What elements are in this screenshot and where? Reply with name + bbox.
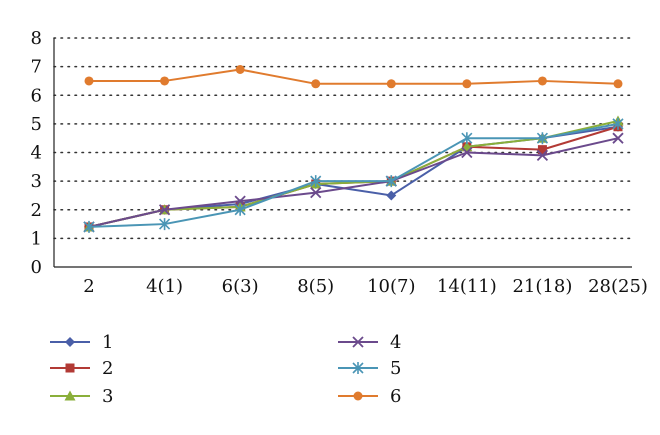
data-point: [310, 186, 322, 199]
data-point: [612, 117, 624, 130]
x-tick-label: 4(1): [146, 276, 183, 297]
x-tick-label: 21(18): [512, 276, 572, 297]
x-tick-label: 28(25): [588, 276, 648, 297]
legend-label: 3: [102, 386, 113, 407]
x-tick-label: 8(5): [297, 276, 334, 297]
series-6: [84, 64, 623, 89]
series-5: [83, 117, 624, 233]
legend-label: 5: [390, 358, 401, 379]
legend-label: 1: [102, 332, 113, 353]
x-tick-labels: 2 4(1) 6(3) 8(5) 10(7) 14(11) 21(18) 28(25): [83, 276, 648, 297]
y-tick-label: 3: [31, 171, 42, 192]
y-tick-label: 0: [31, 257, 42, 278]
data-point: [235, 64, 245, 74]
legend-marker: [352, 362, 364, 374]
data-point: [386, 79, 396, 89]
legend-item: 2: [50, 358, 113, 379]
y-tick-labels: 0 1 2 3 4 5 6 7 8: [31, 28, 42, 278]
data-point: [311, 79, 321, 89]
y-tick-label: 2: [31, 200, 42, 221]
legend-label: 6: [390, 386, 401, 407]
data-point: [461, 146, 473, 159]
data-point: [385, 175, 397, 188]
y-tick-label: 1: [31, 228, 42, 249]
y-tick-label: 8: [31, 28, 42, 49]
data-point: [310, 175, 322, 188]
legend-marker: [352, 336, 364, 348]
x-tick-label: 2: [83, 276, 94, 297]
data-point: [84, 76, 94, 86]
data-point: [160, 76, 170, 86]
x-tick-label: 6(3): [222, 276, 259, 297]
legend-label: 4: [390, 332, 401, 353]
series-group: [83, 64, 624, 233]
legend-item: 5: [338, 358, 401, 379]
data-point: [386, 190, 397, 201]
data-point: [612, 132, 624, 144]
legend-marker: [353, 391, 363, 401]
data-point: [537, 76, 547, 86]
data-point: [83, 220, 95, 233]
data-point: [234, 195, 246, 207]
y-tick-label: 4: [31, 143, 42, 164]
data-point: [158, 204, 171, 216]
y-tick-label: 6: [31, 85, 42, 106]
data-point: [613, 79, 623, 89]
legend-marker: [65, 337, 75, 347]
legend-item: 6: [338, 386, 401, 407]
x-tick-label: 10(7): [367, 276, 415, 297]
legend-item: 3: [50, 386, 113, 407]
legend-item: 4: [338, 332, 401, 353]
legend-marker: [65, 363, 75, 373]
legend: 1 2 3 4 5 6: [50, 332, 401, 407]
x-tick-label: 14(11): [437, 276, 497, 297]
data-point: [462, 79, 472, 89]
data-point: [461, 132, 473, 145]
data-point: [536, 132, 548, 145]
data-point: [537, 145, 547, 155]
y-tick-label: 5: [31, 114, 42, 135]
series-line: [88, 137, 619, 228]
data-point: [159, 218, 171, 231]
series-line: [89, 68, 619, 85]
legend-marker: [64, 390, 76, 401]
series-line: [88, 122, 619, 228]
y-tick-label: 7: [31, 57, 42, 78]
legend-label: 2: [102, 358, 113, 379]
legend-item: 1: [50, 332, 113, 353]
data-point: [234, 203, 246, 216]
data-point: [536, 149, 549, 161]
